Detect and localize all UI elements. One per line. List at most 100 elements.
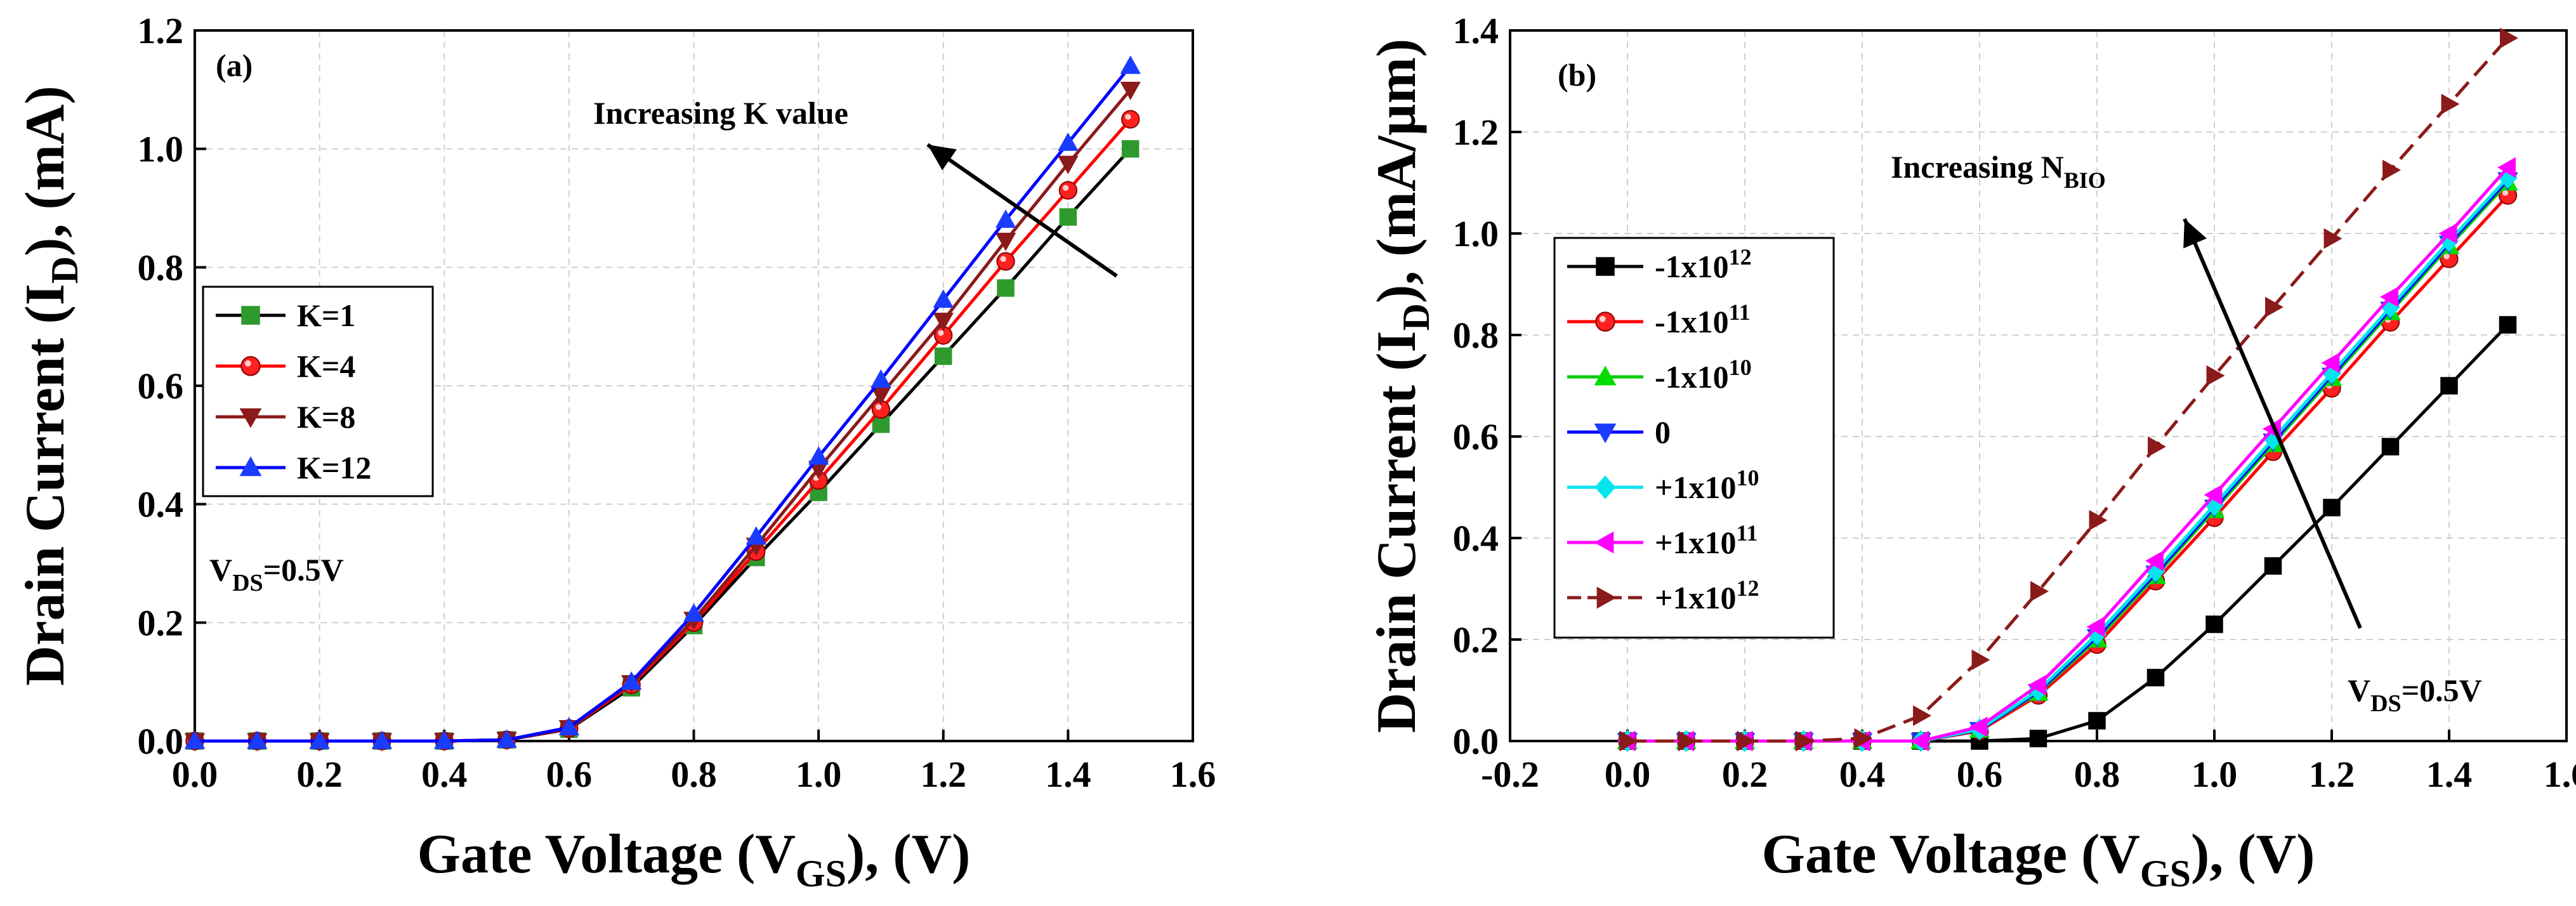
legend-marker bbox=[1595, 312, 1615, 332]
x-tick-label: 0.8 bbox=[671, 754, 717, 795]
y-tick-label: 1.0 bbox=[138, 129, 184, 170]
legend-label-text: -1x10 bbox=[1655, 249, 1729, 284]
legend-box bbox=[1553, 237, 1835, 639]
legend-label: K=8 bbox=[297, 399, 355, 435]
x-axis-title-part: Gate Voltage (V bbox=[1762, 824, 2140, 885]
data-point bbox=[871, 369, 891, 388]
data-point bbox=[2265, 296, 2284, 318]
series-line bbox=[1627, 37, 2509, 743]
x-tick-label: 0.8 bbox=[2074, 754, 2120, 795]
legend-label: 0 bbox=[1655, 414, 1671, 450]
data-point bbox=[1121, 110, 1140, 129]
x-tick-label: 1.6 bbox=[2544, 754, 2576, 795]
legend-label: -1x1010 bbox=[1655, 355, 1752, 395]
y-tick-label: 0.0 bbox=[138, 721, 184, 762]
data-point bbox=[2089, 509, 2108, 531]
x-tick-label: 1.4 bbox=[2426, 754, 2473, 795]
legend-label-text: 0 bbox=[1655, 414, 1671, 450]
trend-arrow-head bbox=[928, 145, 957, 171]
data-point bbox=[1120, 81, 1141, 100]
legend-marker bbox=[1594, 475, 1616, 499]
legend-label: -1x1011 bbox=[1655, 299, 1751, 339]
x-tick-label: 1.2 bbox=[921, 754, 967, 795]
x-tick-label: 0.6 bbox=[1957, 754, 2003, 795]
data-point bbox=[2146, 669, 2165, 686]
data-point bbox=[935, 347, 952, 365]
legend-label-text: +1x10 bbox=[1655, 469, 1737, 505]
marker-highlight bbox=[1125, 114, 1131, 120]
data-point bbox=[184, 730, 206, 749]
y-tick-label: 0.0 bbox=[1453, 721, 1499, 762]
data-point bbox=[1969, 716, 1988, 737]
legend-label-exponent: 11 bbox=[1729, 299, 1751, 325]
legend-marker bbox=[1594, 423, 1617, 443]
data-point bbox=[1971, 649, 1990, 671]
marker-highlight bbox=[1599, 315, 1606, 322]
legend-label: +1x1012 bbox=[1655, 575, 1759, 615]
chart-panel-b: -0.20.00.20.40.60.81.01.21.41.60.00.20.4… bbox=[1366, 10, 2576, 895]
x-tick-label: 0.0 bbox=[1605, 754, 1651, 795]
data-point bbox=[2499, 316, 2517, 334]
trend-arrow-shaft bbox=[2183, 218, 2362, 629]
data-point bbox=[683, 603, 704, 622]
data-point bbox=[2381, 438, 2400, 456]
x-tick-label: 1.2 bbox=[2309, 754, 2355, 795]
y-tick-label: 0.8 bbox=[1453, 315, 1499, 356]
y-tick-label: 0.6 bbox=[1453, 416, 1499, 457]
marker-highlight bbox=[1062, 185, 1069, 191]
legend-marker bbox=[239, 408, 262, 428]
y-axis-title-subscript: D bbox=[44, 256, 86, 284]
data-point bbox=[2441, 93, 2460, 115]
x-tick-label: 0.2 bbox=[296, 754, 343, 795]
x-tick-label: 0.0 bbox=[172, 754, 218, 795]
x-axis-title: Gate Voltage (VGS), (V) bbox=[417, 824, 971, 895]
data-point bbox=[2321, 352, 2340, 374]
data-point bbox=[1121, 140, 1140, 158]
bias-annotation-subscript: DS bbox=[232, 570, 263, 596]
legend-label-text: K=1 bbox=[297, 298, 355, 333]
legend-label: -1x1012 bbox=[1655, 244, 1752, 284]
data-point bbox=[2086, 616, 2105, 638]
data-point bbox=[2145, 550, 2164, 572]
data-point bbox=[933, 289, 954, 308]
bias-annotation: VDS=0.5V bbox=[209, 552, 344, 596]
y-tick-label: 0.2 bbox=[138, 602, 184, 643]
y-axis-title: Drain Current (ID), (mA) bbox=[15, 86, 86, 686]
bias-annotation-subscript: DS bbox=[2370, 690, 2402, 717]
legend-marker bbox=[1596, 586, 1617, 609]
x-tick-label: 1.0 bbox=[796, 754, 842, 795]
marker-highlight bbox=[2502, 190, 2509, 196]
data-point bbox=[1913, 705, 1931, 726]
data-point bbox=[2028, 674, 2046, 696]
marker-highlight bbox=[938, 330, 944, 336]
legend-label-text: K=8 bbox=[297, 399, 355, 435]
y-tick-label: 1.2 bbox=[138, 10, 184, 51]
legend-label-text: +1x10 bbox=[1655, 525, 1737, 560]
data-point bbox=[621, 671, 642, 690]
data-point bbox=[2206, 365, 2225, 386]
legend-label: +1x1010 bbox=[1655, 465, 1759, 505]
data-point bbox=[2440, 377, 2458, 395]
chart-panel-a: 0.0 0.2 0.4 0.6 0.8 1.0 1.2 1.4 1.6 0.0 0.2 0.4 0.6 0… bbox=[15, 10, 1216, 895]
data-point bbox=[496, 729, 517, 748]
legend-label-exponent: 12 bbox=[1737, 575, 1759, 601]
data-point bbox=[558, 717, 580, 735]
data-point bbox=[2500, 27, 2518, 49]
legend-label-text: -1x10 bbox=[1655, 304, 1729, 339]
data-point bbox=[2380, 286, 2398, 308]
x-tick-label: 1.4 bbox=[1045, 754, 1091, 795]
data-point bbox=[2205, 615, 2223, 633]
legend: K=1 K=4 K=8 K=12 bbox=[202, 286, 434, 497]
panel-label: (b) bbox=[1558, 57, 1596, 93]
legend-box bbox=[202, 286, 434, 497]
trend-annotation: Increasing K value bbox=[593, 95, 848, 131]
legend-label-exponent: 11 bbox=[1737, 520, 1758, 546]
data-point bbox=[995, 209, 1016, 228]
data-point bbox=[2497, 157, 2516, 178]
y-tick-label: 0.8 bbox=[138, 247, 184, 288]
data-point bbox=[1854, 728, 1873, 749]
x-tick-label: 0.4 bbox=[421, 754, 468, 795]
data-point bbox=[2382, 159, 2401, 181]
legend-marker bbox=[239, 456, 262, 476]
